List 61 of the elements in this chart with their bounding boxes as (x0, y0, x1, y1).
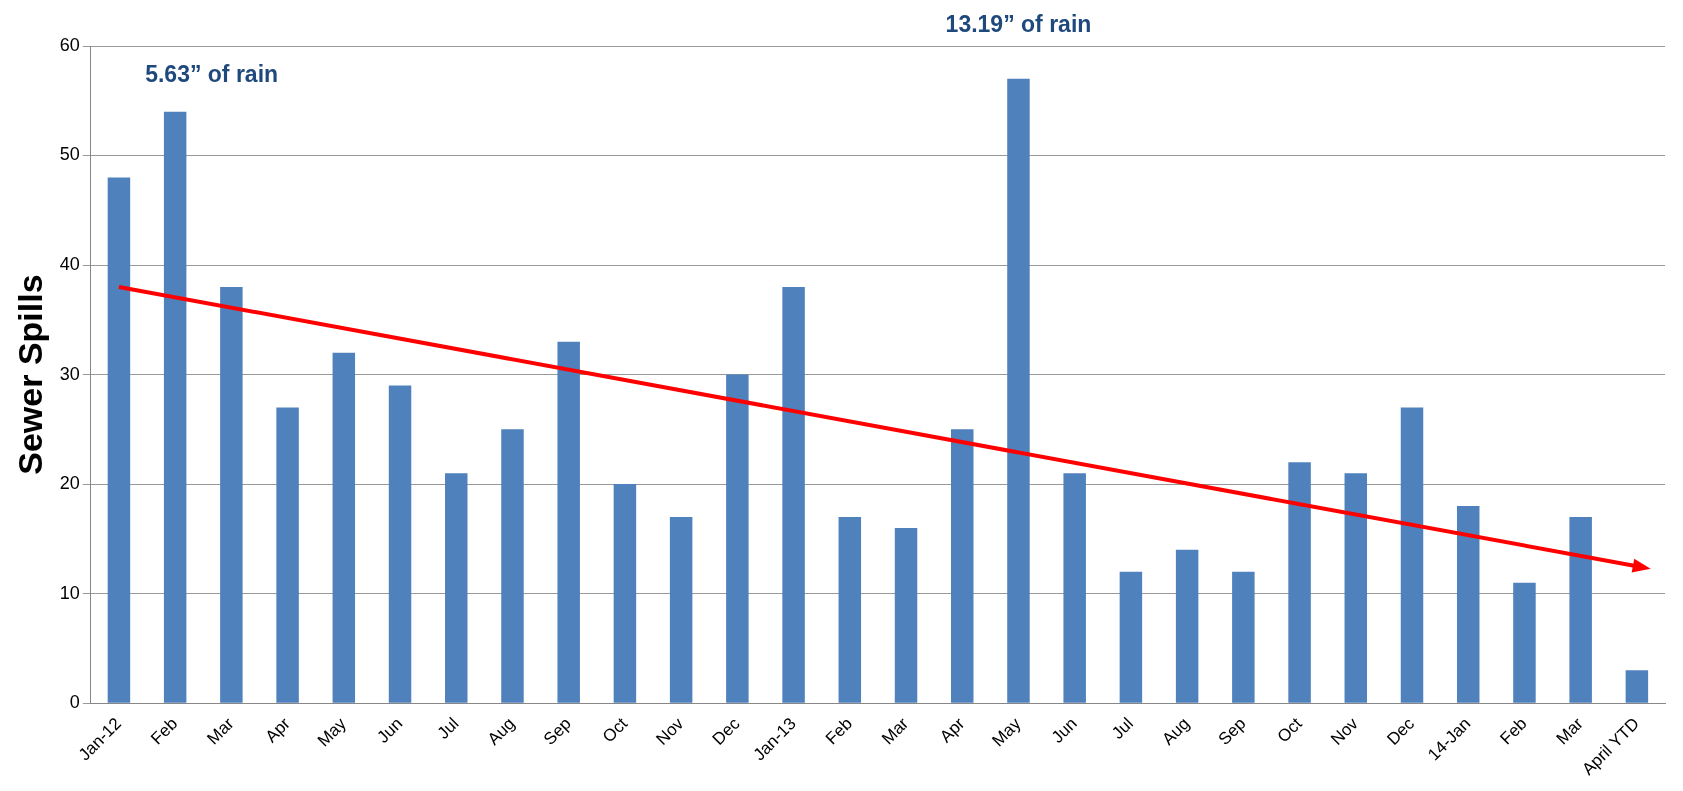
bar (332, 352, 356, 703)
x-tick-label: Jul (433, 714, 463, 743)
bar (163, 111, 187, 703)
x-tick-label: May (988, 713, 1025, 751)
bar (276, 407, 299, 703)
bar (782, 286, 805, 703)
bar (1569, 516, 1592, 703)
bar (1288, 462, 1311, 703)
bar (838, 516, 862, 703)
x-tick-label: Nov (1327, 713, 1363, 749)
bar (1232, 571, 1255, 703)
bar (557, 341, 580, 703)
x-tick-label: Nov (652, 713, 688, 749)
bar (726, 374, 749, 703)
x-tick-label: Sep (540, 714, 575, 749)
x-tick-label: Feb (821, 714, 856, 749)
x-tick-label: Dec (1383, 713, 1419, 749)
bar (1119, 571, 1143, 703)
x-tick-label: Feb (1496, 714, 1531, 749)
x-tick-label: Aug (483, 714, 519, 749)
y-axis-title: Sewer Spills (10, 274, 49, 475)
bar (894, 527, 918, 703)
bar (1625, 670, 1649, 703)
y-tick-label: 0 (69, 692, 80, 713)
bar (1456, 506, 1480, 703)
y-tick-label: 30 (59, 363, 80, 384)
x-tick-label: Dec (708, 713, 744, 749)
bar (220, 286, 243, 703)
bar (669, 516, 693, 703)
x-tick-label: Apr (936, 713, 969, 747)
x-tick-label: Mar (878, 713, 913, 749)
bar (1513, 582, 1536, 703)
bar (1400, 407, 1424, 703)
y-tick-label: 20 (59, 473, 80, 494)
bar (613, 484, 637, 703)
y-tick-label: 50 (59, 144, 80, 165)
bar (951, 429, 974, 703)
x-tick-label: Oct (598, 713, 632, 747)
bar (1007, 78, 1030, 703)
x-tick-label: Jun (1048, 714, 1081, 747)
x-tick-label: Oct (1273, 713, 1306, 747)
bar (1344, 473, 1368, 703)
y-tick-label: 40 (59, 254, 80, 275)
bar (107, 177, 131, 703)
x-tick-label: Feb (147, 714, 182, 749)
x-tick-label: Jul (1108, 714, 1138, 743)
bar (1175, 549, 1199, 703)
bar (445, 473, 468, 703)
annotation: 5.63” of rain (145, 61, 279, 88)
x-tick-label: Mar (1552, 713, 1588, 749)
text: 13.19” of rain (945, 11, 1092, 38)
bar (388, 385, 412, 703)
x-tick-label: Aug (1158, 714, 1194, 749)
y-tick-label: 10 (59, 582, 80, 603)
x-tick-label: Jun (373, 714, 407, 747)
x-tick-label: Apr (261, 713, 294, 747)
bar (1063, 473, 1086, 703)
y-tick-label: 60 (59, 34, 80, 55)
x-tick-label: Mar (203, 713, 238, 749)
bar (501, 429, 524, 703)
x-tick-label: Sep (1214, 714, 1250, 749)
